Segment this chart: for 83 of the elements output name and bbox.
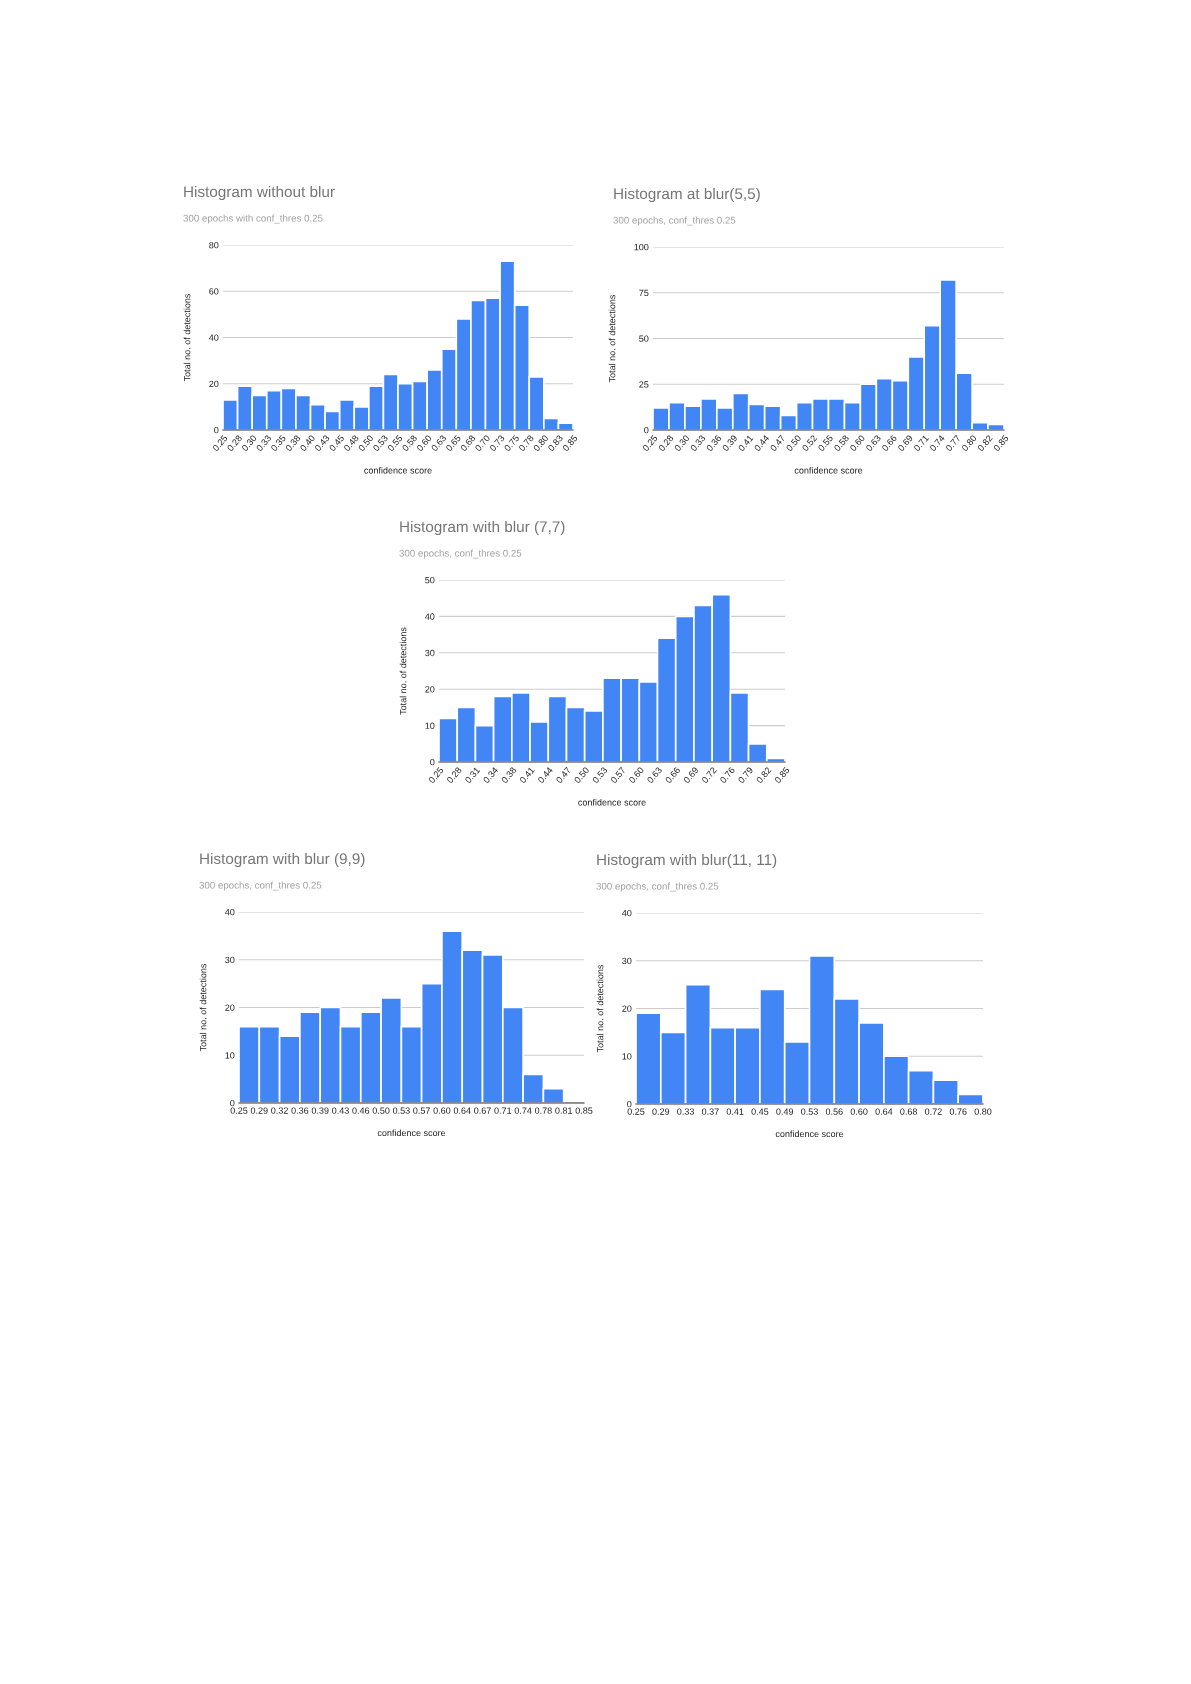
chart-subtitle: 300 epochs, conf_thres 0.25: [199, 881, 322, 891]
x-axis-title: confidence score: [578, 798, 646, 806]
y-tick-label: 0: [627, 1100, 632, 1108]
x-tick-label: 0.78: [534, 1107, 552, 1114]
y-tick-label: 10: [622, 1053, 632, 1060]
chart-subtitle: 300 epochs, conf_thres 0.25: [596, 882, 719, 892]
x-tick-label: 0.81: [555, 1107, 573, 1114]
x-tick-label: 0.33: [677, 1108, 694, 1115]
x-tick-label: 0.29: [652, 1108, 670, 1115]
y-tick-label: 50: [425, 576, 435, 584]
x-tick-label: 0.72: [924, 1108, 942, 1115]
chart-title: Histogram with blur (7,7): [400, 520, 565, 536]
x-tick-label: 0.64: [875, 1108, 893, 1115]
x-tick-label: 0.68: [900, 1108, 918, 1115]
y-tick-label: 60: [209, 288, 219, 295]
y-tick-label: 100: [634, 243, 649, 251]
x-tick-label: 0.41: [519, 766, 535, 784]
x-tick-label: 0.31: [464, 766, 481, 784]
y-tick-label: 30: [622, 957, 632, 965]
y-tick-label: 10: [225, 1052, 235, 1059]
x-axis-title: confidence score: [364, 466, 432, 474]
chart-title: Histogram without blur: [184, 185, 335, 201]
x-tick-label: 0.46: [352, 1107, 370, 1114]
x-tick-label: 0.49: [776, 1108, 794, 1115]
x-tick-label: 0.25: [627, 1108, 645, 1115]
chart-subtitle: 300 epochs, conf_thres 0.25: [399, 549, 522, 559]
y-tick-label: 0: [230, 1099, 235, 1107]
chart-title: Histogram with blur (9,9): [200, 852, 365, 868]
x-tick-label: 0.43: [332, 1107, 349, 1114]
y-axis-title: Total no. of detections: [608, 294, 616, 383]
x-tick-label: 0.36: [291, 1107, 309, 1114]
x-tick-label: 0.67: [474, 1107, 491, 1114]
y-tick-label: 20: [425, 686, 435, 693]
y-tick-label: 0: [644, 426, 649, 434]
x-axis-title: confidence score: [775, 1130, 844, 1138]
x-tick-label: 0.41: [737, 434, 754, 452]
x-tick-label: 0.45: [751, 1108, 769, 1115]
y-tick-label: 80: [209, 241, 219, 249]
x-tick-label: 0.53: [392, 1107, 410, 1114]
y-tick-label: 10: [425, 722, 435, 729]
y-tick-label: 20: [209, 380, 219, 388]
x-axis-title: confidence score: [794, 466, 863, 474]
y-tick-label: 30: [425, 649, 435, 657]
y-tick-label: 40: [425, 613, 435, 620]
y-axis-title: Total no. of detections: [199, 963, 207, 1052]
x-tick-label: 0.56: [825, 1108, 843, 1115]
x-tick-label: 0.25: [230, 1107, 248, 1114]
y-tick-label: 20: [225, 1004, 235, 1011]
chart-title: Histogram at blur(5,5): [614, 187, 760, 203]
x-tick-label: 0.60: [433, 1107, 451, 1114]
x-tick-label: 0.39: [311, 1107, 329, 1114]
x-axis-title: confidence score: [377, 1129, 446, 1137]
y-tick-label: 0: [430, 758, 435, 766]
y-tick-label: 40: [622, 909, 632, 917]
y-tick-label: 40: [209, 334, 219, 341]
y-axis-title: Total no. of detections: [399, 627, 407, 715]
x-tick-label: 0.64: [453, 1107, 471, 1114]
x-tick-label: 0.53: [801, 1108, 818, 1115]
y-tick-label: 20: [622, 1005, 632, 1012]
x-tick-label: 0.50: [372, 1107, 390, 1114]
x-tick-label: 0.71: [494, 1107, 512, 1114]
x-tick-label: 0.76: [949, 1108, 967, 1115]
x-tick-label: 0.80: [974, 1108, 992, 1115]
y-tick-label: 25: [639, 381, 649, 388]
y-axis-title: Total no. of detections: [596, 964, 604, 1053]
chart-subtitle: 300 epochs, conf_thres 0.25: [613, 216, 736, 226]
y-tick-label: 40: [225, 908, 235, 916]
x-tick-label: 0.32: [271, 1107, 288, 1114]
y-axis-title: Total no. of detections: [183, 293, 191, 382]
x-tick-label: 0.71: [913, 434, 929, 452]
y-tick-label: 75: [639, 289, 649, 297]
y-tick-label: 0: [214, 426, 219, 434]
x-tick-label: 0.41: [726, 1108, 744, 1115]
x-tick-label: 0.29: [250, 1107, 268, 1114]
chart-title: Histogram with blur(11, 11): [597, 853, 777, 869]
chart-subtitle: 300 epochs with conf_thres 0.25: [183, 214, 323, 224]
x-tick-label: 0.60: [850, 1108, 868, 1115]
x-tick-label: 0.57: [413, 1107, 430, 1114]
x-tick-label: 0.85: [575, 1107, 593, 1114]
x-tick-label: 0.74: [514, 1107, 532, 1114]
x-tick-label: 0.37: [701, 1108, 719, 1115]
y-tick-label: 30: [225, 956, 235, 964]
y-tick-label: 50: [639, 335, 649, 342]
